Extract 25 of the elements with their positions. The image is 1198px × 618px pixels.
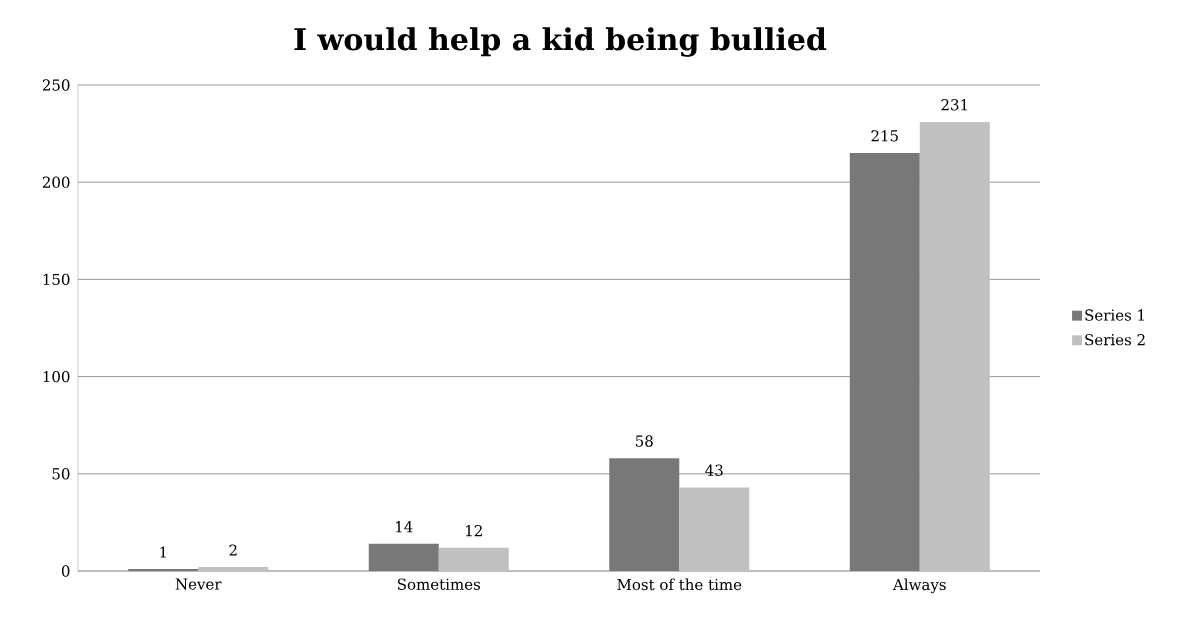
x-tick-label: Most of the time [617, 578, 742, 591]
x-tick-label: Never [175, 578, 222, 590]
data-label: 12 [466, 525, 482, 537]
y-tick-label: 100 [43, 370, 70, 383]
data-label: 231 [941, 99, 967, 111]
bar [919, 121, 990, 571]
y-tick-label: 0 [61, 565, 70, 577]
y-tick-label: 200 [42, 176, 70, 188]
bar [679, 487, 750, 571]
y-tick-label: 150 [43, 273, 70, 286]
x-tick-label: Always [892, 578, 946, 594]
y-tick-label: 250 [42, 79, 70, 91]
data-label: 58 [635, 435, 653, 447]
data-label: 1 [160, 546, 166, 558]
bar [198, 567, 269, 571]
data-label: 43 [705, 464, 723, 476]
data-label: 215 [871, 130, 898, 142]
bar [438, 547, 509, 571]
x-tick-label: Sometimes [398, 578, 481, 590]
data-label: 14 [396, 521, 413, 533]
y-tick-label: 50 [52, 468, 70, 480]
data-label: 2 [229, 544, 237, 556]
chart-title: I would help a kid being bullied [294, 27, 827, 57]
legend-label: Series 1 [1085, 309, 1144, 321]
legend-label: Series 2 [1085, 333, 1145, 346]
